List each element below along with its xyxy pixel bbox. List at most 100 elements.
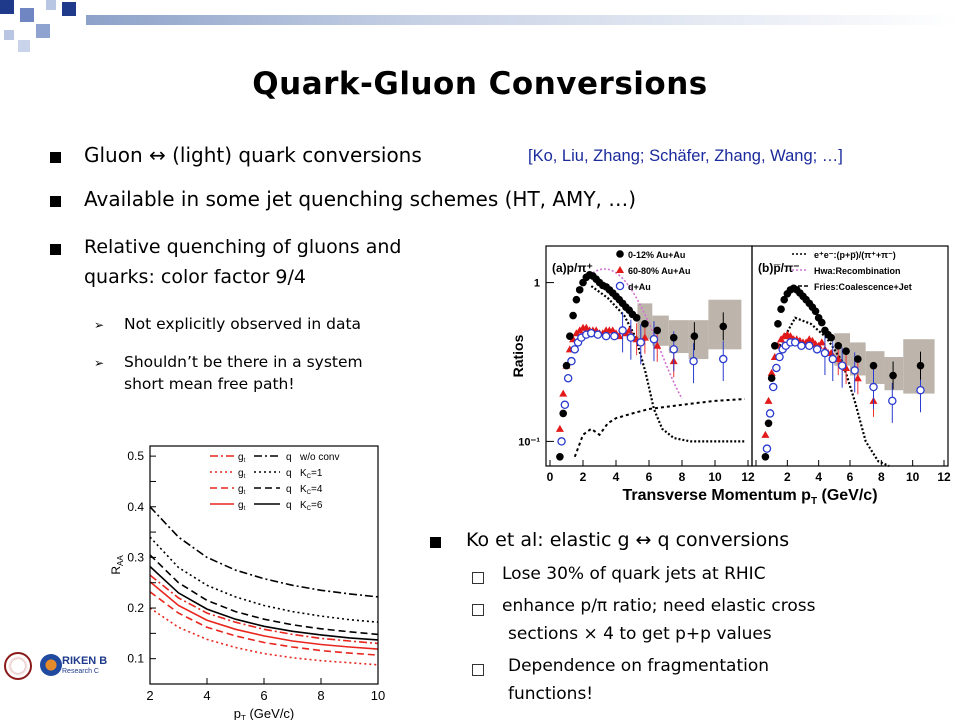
point-0-12: [690, 332, 699, 340]
point-0-12: [556, 452, 564, 461]
raa-curve-black-dashdot: [149, 506, 379, 598]
legend-entry: d+Au: [628, 282, 651, 292]
raa-curve-black-dot: [149, 536, 379, 623]
fries-coalescence-curve: [590, 285, 745, 443]
x-tick-label: 4: [815, 470, 822, 484]
point-0-12: [818, 318, 826, 327]
sub-bullet-enhance-1: enhance p/π ratio; need elastic cross: [502, 596, 816, 616]
bullet-marker: [50, 244, 61, 255]
deco-square: [62, 2, 76, 16]
point-dau: [689, 356, 698, 366]
point-0-12: [834, 341, 843, 350]
deco-square: [4, 30, 14, 40]
point-dau: [772, 363, 781, 373]
legend-label: KC=4: [300, 484, 323, 496]
x-tick-label: 8: [878, 470, 885, 484]
legend-marker-0-12: [616, 250, 624, 258]
point-0-12: [632, 314, 641, 322]
point-dau: [828, 354, 838, 364]
x-axis-label-sub: T: [811, 496, 817, 506]
sub-bullet-shouldnt-2: short mean free path!: [124, 375, 295, 393]
y-tick-label: 1: [534, 278, 540, 290]
chart-background: [104, 434, 398, 720]
point-60-80: [853, 374, 862, 382]
point-dau: [837, 361, 847, 370]
point-60-80: [555, 424, 564, 432]
deco-square: [18, 40, 30, 52]
point-dau: [916, 385, 925, 395]
y-tick-label: 0.5: [127, 449, 144, 463]
header-rule: [86, 15, 960, 25]
legend-q: q: [286, 452, 292, 463]
legend-g-sub: t: [244, 474, 246, 480]
x-tick-label: 6: [646, 470, 653, 484]
point-60-80: [559, 389, 568, 397]
raa-curve-red-dot: [149, 607, 379, 666]
point-0-12: [767, 374, 776, 383]
x-tick-label: 6: [260, 688, 267, 703]
point-60-80: [817, 338, 826, 346]
x-tick-label: 0: [547, 470, 554, 484]
bullet-relative-quenching-2: quarks: color factor 9/4: [84, 266, 307, 288]
y-tick-label: 10⁻¹: [518, 436, 540, 448]
legend-entry: Fries:Coalescence+Jet: [814, 282, 912, 292]
raa-curve-red-dash: [149, 591, 379, 656]
legend-entry: e⁺e⁻:(p+p̅)/(π⁺+π⁻): [814, 250, 896, 260]
legend-g: gt: [238, 452, 246, 464]
y-tick-label: 0.4: [127, 500, 144, 514]
point-dau: [888, 396, 897, 406]
point-dau: [669, 345, 678, 354]
x-tick-label: 10: [371, 688, 385, 703]
slide-title: Quark-Gluon Conversions: [252, 66, 708, 102]
legend-label-sub: C: [307, 474, 312, 480]
panel-label: (a)p/π⁺: [552, 261, 593, 275]
raa-curve-red-solid: [149, 581, 379, 650]
point-dau: [718, 354, 728, 364]
point-0-12: [669, 333, 678, 342]
point-dau: [626, 333, 636, 342]
point-0-12: [559, 409, 567, 418]
sub-bullet-shouldnt-1: Shouldn’t be there in a system: [124, 353, 363, 371]
x-tick-label: 4: [613, 470, 620, 484]
point-0-12: [566, 332, 574, 340]
legend-label-val: =1: [311, 468, 323, 479]
legend-g-sub: t: [244, 490, 246, 496]
legend-marker-dau: [615, 281, 625, 291]
bullet-ko-et-al: Ko et al: elastic g ↔ q conversions: [466, 529, 790, 551]
riken-logo-subtext: Research C: [62, 668, 99, 675]
panel-label: (b)p̅/π⁻: [758, 261, 800, 275]
point-dau: [805, 341, 814, 351]
point-0-12: [889, 371, 897, 380]
point-0-12: [761, 452, 770, 461]
point-dau: [820, 348, 830, 358]
point-dau: [563, 373, 573, 383]
point-0-12: [719, 322, 728, 331]
x-tick-label: 12: [741, 470, 755, 484]
legend-g-sub: t: [244, 506, 246, 512]
y-axis-label: Ratios: [510, 334, 526, 377]
bullet-marker: [50, 196, 61, 207]
deco-square: [20, 8, 34, 22]
point-dau: [557, 437, 566, 446]
point-0-12: [569, 311, 577, 320]
point-0-12: [562, 361, 571, 370]
bullet-marker: [430, 537, 441, 548]
sub-bullet-lose-30: Lose 30% of quark jets at RHIC: [502, 564, 766, 584]
point-dau: [797, 341, 806, 351]
legend-label-sub: C: [307, 506, 312, 512]
ratio-panel-a: 0 2 4 6 8 10 12 (a)p/π⁺ 0-12% Au+Au 60-80% Au+Au d…: [545, 245, 755, 484]
point-dau: [790, 338, 800, 347]
x-axis-label-sub: T: [241, 714, 246, 720]
box-bullet-icon: [472, 604, 484, 616]
ee-reference-curve: [573, 398, 745, 458]
box-bullet-icon: [472, 572, 484, 584]
legend-g-sub: t: [244, 458, 246, 464]
point-0-12: [842, 347, 850, 355]
raa-curve-black-solid: [149, 565, 379, 641]
point-0-12: [780, 295, 788, 304]
x-axis-label-unit: (GeV/c): [817, 487, 877, 504]
x-tick-label: 2: [580, 470, 587, 484]
point-0-12: [827, 333, 835, 342]
bullet-gluon-quark: Gluon ↔ (light) quark conversions: [84, 143, 422, 167]
point-dau: [593, 330, 603, 339]
